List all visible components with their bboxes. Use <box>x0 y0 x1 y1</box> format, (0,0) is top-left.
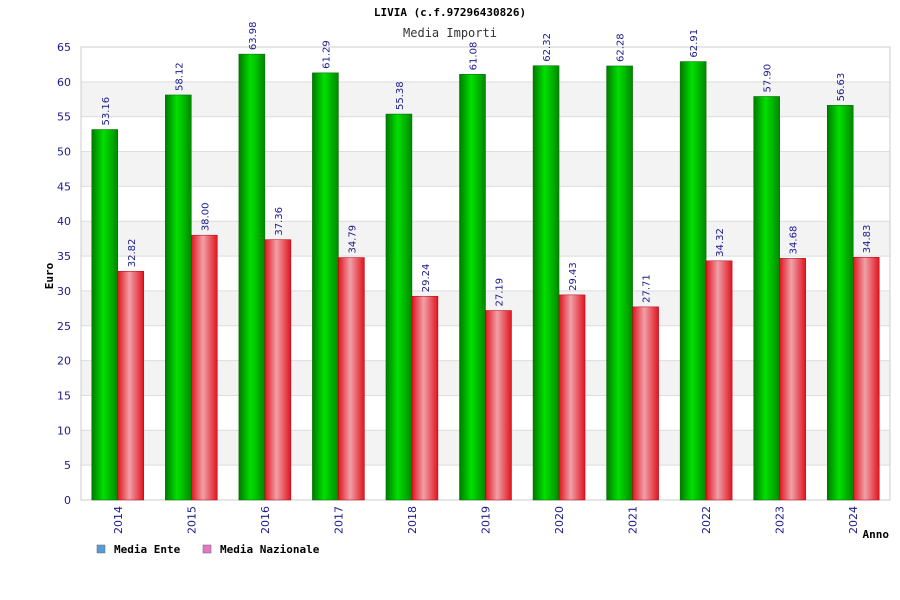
y-tick-label: 15 <box>57 389 71 402</box>
legend-swatch-media-ente <box>96 544 106 554</box>
bar-media-nazionale-2018 <box>411 295 439 501</box>
bars: 53.16 32.82 58.12 38.00 63.98 37.36 61.29 34.79… <box>91 21 880 501</box>
bar-media-nazionale-2016 <box>264 239 292 501</box>
y-tick-label: 0 <box>64 494 71 507</box>
chart-title: LIVIA (c.f.97296430826) <box>374 6 526 19</box>
x-axis-title: Anno <box>863 528 890 541</box>
y-tick-label: 30 <box>57 285 71 298</box>
y-tick-label: 35 <box>57 250 71 263</box>
bar-media-ente-2016 <box>238 53 266 501</box>
data-label: 63.98 <box>248 21 259 50</box>
y-tick-label: 65 <box>57 41 71 54</box>
x-tick-label: 2016 <box>259 506 272 534</box>
y-axis-title: Euro <box>43 262 56 289</box>
bar-media-nazionale-2021 <box>632 306 659 501</box>
bar-media-ente-2015 <box>165 94 192 501</box>
y-tick-label: 10 <box>57 424 71 437</box>
data-label: 34.32 <box>715 228 726 257</box>
y-tick-label: 20 <box>57 355 71 368</box>
data-label: 34.79 <box>347 225 358 254</box>
x-tick-label: 2023 <box>774 506 787 534</box>
data-label: 34.83 <box>862 225 873 254</box>
bar-media-nazionale-2020 <box>558 294 586 501</box>
data-label: 61.08 <box>469 42 480 71</box>
x-tick-label: 2021 <box>627 506 640 534</box>
legend-swatch-media-nazionale <box>202 544 212 554</box>
y-tick-label: 25 <box>57 320 71 333</box>
y-axis-ticks: 0 5 10 15 20 25 30 35 40 45 50 55 60 65 <box>57 41 71 507</box>
bar-media-ente-2017 <box>312 72 339 501</box>
x-tick-label: 2019 <box>480 506 493 534</box>
y-tick-label: 50 <box>57 146 71 159</box>
bar-media-nazionale-2017 <box>338 257 365 501</box>
bar-media-ente-2021 <box>606 65 633 501</box>
x-tick-label: 2014 <box>112 506 125 534</box>
y-tick-label: 45 <box>57 180 71 193</box>
bar-media-nazionale-2019 <box>485 310 512 501</box>
bar-media-nazionale-2015 <box>191 234 218 501</box>
data-label: 62.28 <box>616 33 627 62</box>
legend-label-media-nazionale: Media Nazionale <box>220 543 320 556</box>
chart-subtitle: Media Importi <box>403 26 497 40</box>
bar-media-ente-2014 <box>91 129 119 501</box>
data-label: 37.36 <box>274 207 285 236</box>
data-label: 27.19 <box>495 278 506 307</box>
data-label: 38.00 <box>200 203 211 232</box>
x-tick-label: 2018 <box>406 506 419 534</box>
bar-media-ente-2023 <box>753 96 780 501</box>
x-tick-label: 2015 <box>185 506 198 534</box>
bar-media-nazionale-2022 <box>705 260 733 501</box>
data-label: 34.68 <box>789 226 800 255</box>
y-tick-label: 55 <box>57 111 71 124</box>
data-label: 55.38 <box>395 81 406 110</box>
data-label: 56.63 <box>836 73 847 102</box>
bar-media-ente-2019 <box>459 74 486 501</box>
x-tick-label: 2017 <box>332 506 345 534</box>
data-label: 32.82 <box>127 239 138 268</box>
bar-media-nazionale-2014 <box>117 271 145 501</box>
y-tick-label: 40 <box>57 215 71 228</box>
data-label: 29.43 <box>568 262 579 291</box>
data-label: 57.90 <box>763 64 774 93</box>
bar-media-ente-2024 <box>826 105 854 501</box>
x-tick-label: 2020 <box>553 506 566 534</box>
y-tick-label: 5 <box>64 459 71 472</box>
data-label: 58.12 <box>174 62 185 91</box>
legend-label-media-ente: Media Ente <box>114 543 181 556</box>
data-label: 62.91 <box>689 29 700 58</box>
bar-media-ente-2020 <box>532 65 560 501</box>
bar-media-nazionale-2024 <box>852 257 880 501</box>
bar-media-ente-2022 <box>679 61 707 501</box>
data-label: 62.32 <box>542 33 553 62</box>
y-tick-label: 60 <box>57 76 71 89</box>
bar-media-nazionale-2023 <box>779 258 806 501</box>
data-label: 27.71 <box>642 274 653 303</box>
data-label: 29.24 <box>421 264 432 293</box>
data-label: 61.29 <box>321 40 332 69</box>
data-label: 53.16 <box>101 97 112 126</box>
x-tick-label: 2024 <box>847 506 860 534</box>
bar-media-ente-2018 <box>385 113 413 501</box>
legend: Media Ente Media Nazionale <box>96 543 320 556</box>
x-tick-label: 2022 <box>700 506 713 534</box>
x-axis-ticks: 2014 2015 2016 2017 2018 2019 2020 2021 2022 2023… <box>112 506 860 534</box>
